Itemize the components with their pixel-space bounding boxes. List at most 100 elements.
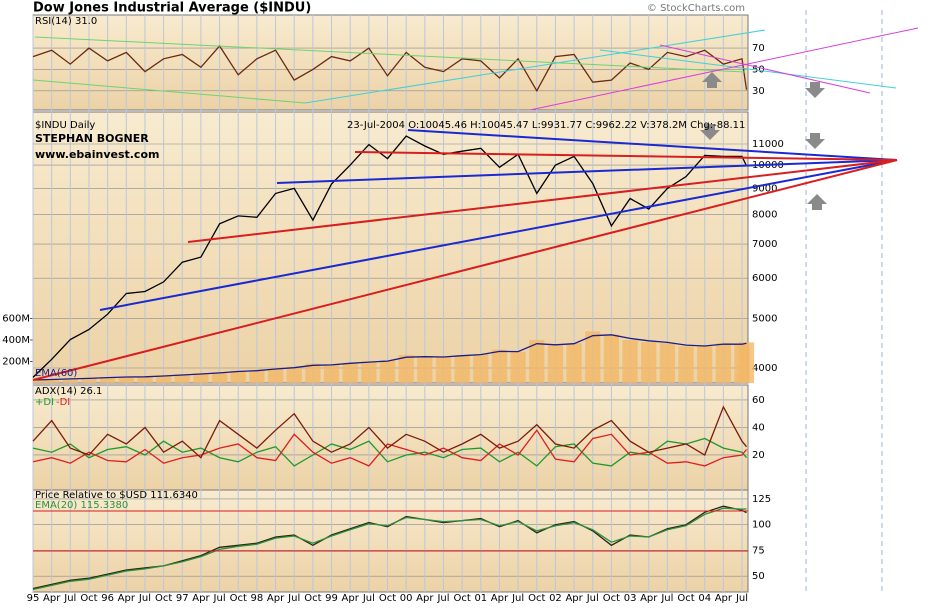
trendline [32,159,898,381]
y-tick-label: 4000 [752,363,777,374]
volume-bar [585,331,601,383]
annotation: www.ebainvest.com [35,148,159,161]
trendline [407,129,898,161]
up-arrow [807,194,827,210]
volume-bar [156,375,172,383]
x-tick-label: Oct [677,593,694,604]
rsi-panel [32,14,749,111]
x-tick-label: Oct [304,593,321,604]
trendline [599,49,897,89]
y-tick-label: 11000 [752,139,784,150]
x-tick-label: Apr [715,593,733,604]
adx-panel [32,384,749,491]
x-tick-label: Jul [586,593,599,604]
x-tick-label: Apr [43,593,61,604]
volume-bar [44,379,60,383]
volume-bar [342,362,358,383]
volume-bar [715,343,731,383]
y-tick-label: 30 [752,86,765,97]
x-tick-label: Jul [287,593,300,604]
x-tick-label: 97 [176,593,189,604]
volume-bar [230,370,246,383]
legend-entry: EMA(20) 115.3380 [35,500,128,511]
grid: 3050704000500060007000800090001000011000… [2,15,784,604]
volume-bar [211,372,228,383]
x-tick-label: 95 [27,593,40,604]
x-tick-label: 98 [251,593,264,604]
drawings [32,10,919,592]
x-tick-label: Apr [416,593,434,604]
volume-bar [697,346,713,383]
volume-bar [603,334,620,383]
x-tick-label: Oct [155,593,172,604]
volume-bar [491,349,508,383]
trendline [187,159,898,243]
volume-bar [659,343,675,383]
volume-bar [678,346,694,383]
volume-bar [510,351,526,383]
volume-bar [193,373,209,383]
y-tick-label: 100 [752,520,771,531]
arrows [700,72,827,210]
y-tick-label: 70 [752,43,765,54]
trendline [529,27,919,111]
x-tick-label: Apr [491,593,509,604]
panel-title: ADX(14) 26.1 [35,386,102,397]
volume-bar [641,342,657,383]
trendline [34,36,746,73]
quote: 23-Jul-2004 O:10045.46 H:10045.47 L:9931… [347,120,745,131]
legend-entry: +DI [35,397,54,408]
volume-bar [174,374,190,383]
volume-bar [249,370,265,383]
x-tick-label: Apr [192,593,210,604]
x-tick-label: Oct [379,593,396,604]
y-tick-label: 8000 [752,210,777,221]
volume-bar [547,345,564,383]
trendline [99,159,898,311]
series-line [32,405,748,459]
volume-bar [33,379,49,383]
series-line [32,44,748,93]
legend-entry: -DI [56,397,70,408]
y-tick-label: 5000 [752,314,777,325]
x-tick-label: 96 [101,593,114,604]
annotation: STEPHAN BOGNER [35,132,149,145]
x-tick-label: 02 [549,593,562,604]
x-tick-label: Jul [660,593,673,604]
trendline [354,151,898,161]
x-tick-label: 01 [474,593,487,604]
relative-panel [32,489,749,593]
x-tick-label: Jul [735,593,748,604]
x-tick-label: Apr [267,593,285,604]
volume-bar [305,363,321,383]
legend-entry: EMA(60) [35,368,77,379]
y-tick-label: 60 [752,395,765,406]
volume-bar [454,355,470,383]
volume-bar [286,366,302,383]
y-tick-label: 125 [752,494,771,505]
volume-bar [473,353,489,383]
series-line [32,135,748,378]
y-tick-label: 20 [752,450,765,461]
page-title: Dow Jones Industrial Average ($INDU) [33,1,311,16]
x-tick-label: Jul [362,593,375,604]
volume-bar [379,360,396,383]
volume-bar [100,377,116,383]
y-tick-label: 200M [2,356,30,367]
x-tick-label: Jul [436,593,449,604]
x-tick-label: Oct [80,593,97,604]
y-tick-label: 40 [752,422,765,433]
x-tick-label: 00 [400,593,413,604]
y-tick-label: 400M [2,335,30,346]
volume-bar [566,343,582,383]
x-tick-label: Oct [454,593,471,604]
volume-bar [361,361,377,383]
trendline [276,159,898,184]
x-tick-label: 03 [624,593,637,604]
x-tick-label: Jul [63,593,76,604]
up-arrow [702,72,722,88]
trendline [304,29,766,104]
volume-bar [81,378,97,383]
x-tick-label: Jul [138,593,151,604]
x-tick-label: Apr [118,593,136,604]
